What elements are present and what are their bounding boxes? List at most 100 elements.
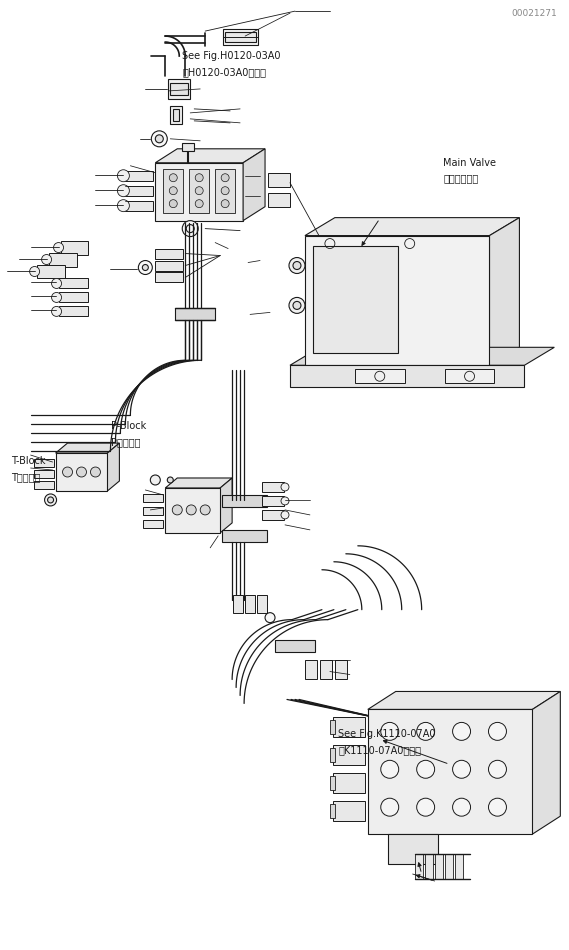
Circle shape [281,511,289,519]
Bar [59,278,89,289]
Text: See Fig.K1110-07A0: See Fig.K1110-07A0 [339,729,436,739]
Bar [163,169,183,213]
Bar [245,595,255,613]
Bar [262,496,284,506]
Polygon shape [533,692,560,834]
Circle shape [117,200,129,212]
Circle shape [452,722,471,740]
Circle shape [170,200,178,208]
Bar [155,249,183,258]
Bar [34,470,53,478]
Bar [435,854,443,879]
Bar [168,79,190,99]
Circle shape [417,760,435,778]
Circle shape [281,483,289,491]
Polygon shape [165,478,232,488]
Bar [170,105,182,124]
Circle shape [381,798,399,816]
Circle shape [381,722,399,740]
Circle shape [452,760,471,778]
Bar [330,720,335,734]
Circle shape [170,187,178,195]
Bar [59,307,89,316]
Bar [268,193,290,207]
Bar [320,659,332,679]
Bar [155,273,183,282]
Circle shape [200,505,210,515]
Circle shape [48,497,53,503]
Circle shape [42,255,52,264]
Bar [125,200,153,211]
Bar [60,240,89,255]
Circle shape [489,798,506,816]
Text: P-Block: P-Block [112,421,147,431]
Text: 第K1110-07A0図参照: 第K1110-07A0図参照 [339,745,422,755]
Text: Pブロック: Pブロック [112,437,141,447]
Bar [313,245,398,353]
Bar [257,595,267,613]
Bar [215,169,235,213]
Bar [368,710,533,834]
Circle shape [52,293,61,302]
Bar [143,494,163,502]
Polygon shape [108,443,119,491]
Bar [275,639,315,652]
Circle shape [151,131,167,147]
Text: メインバルブ: メインバルブ [443,174,479,183]
Bar [290,365,525,388]
Bar [222,530,267,541]
Circle shape [52,307,61,316]
Bar [415,854,423,879]
Bar [330,749,335,762]
Text: T-Block: T-Block [11,456,46,466]
Circle shape [195,174,203,181]
Polygon shape [305,218,519,236]
Bar [262,482,284,492]
Bar [165,488,220,533]
Bar [59,293,89,302]
Circle shape [452,798,471,816]
Circle shape [52,278,61,289]
Bar [424,854,432,879]
Bar [305,236,489,365]
Bar [34,459,53,467]
Bar [125,171,153,180]
Circle shape [195,187,203,195]
Bar [455,854,463,879]
Bar [444,370,494,383]
Circle shape [30,267,40,276]
Bar [36,264,64,278]
Circle shape [293,261,301,270]
Circle shape [117,170,129,181]
Bar [330,776,335,790]
Bar [223,29,258,45]
Circle shape [117,184,129,197]
Bar [330,805,335,818]
Bar [222,495,267,507]
Circle shape [76,467,86,477]
Circle shape [195,200,203,208]
Circle shape [155,135,163,142]
Circle shape [293,301,301,310]
Text: Main Valve: Main Valve [443,158,496,167]
Circle shape [221,187,229,195]
Bar [444,854,452,879]
Bar [56,453,108,491]
Bar [143,520,163,528]
Circle shape [265,613,275,622]
Bar [182,142,194,151]
Bar [175,309,215,320]
Bar [170,83,188,95]
Circle shape [170,174,178,181]
Circle shape [221,174,229,181]
Bar [355,370,405,383]
Circle shape [167,477,174,483]
Circle shape [150,475,160,485]
Circle shape [489,722,506,740]
Polygon shape [243,149,265,220]
Polygon shape [56,443,119,453]
Bar [189,169,209,213]
Circle shape [182,220,198,237]
Circle shape [289,257,305,274]
Circle shape [44,494,56,506]
